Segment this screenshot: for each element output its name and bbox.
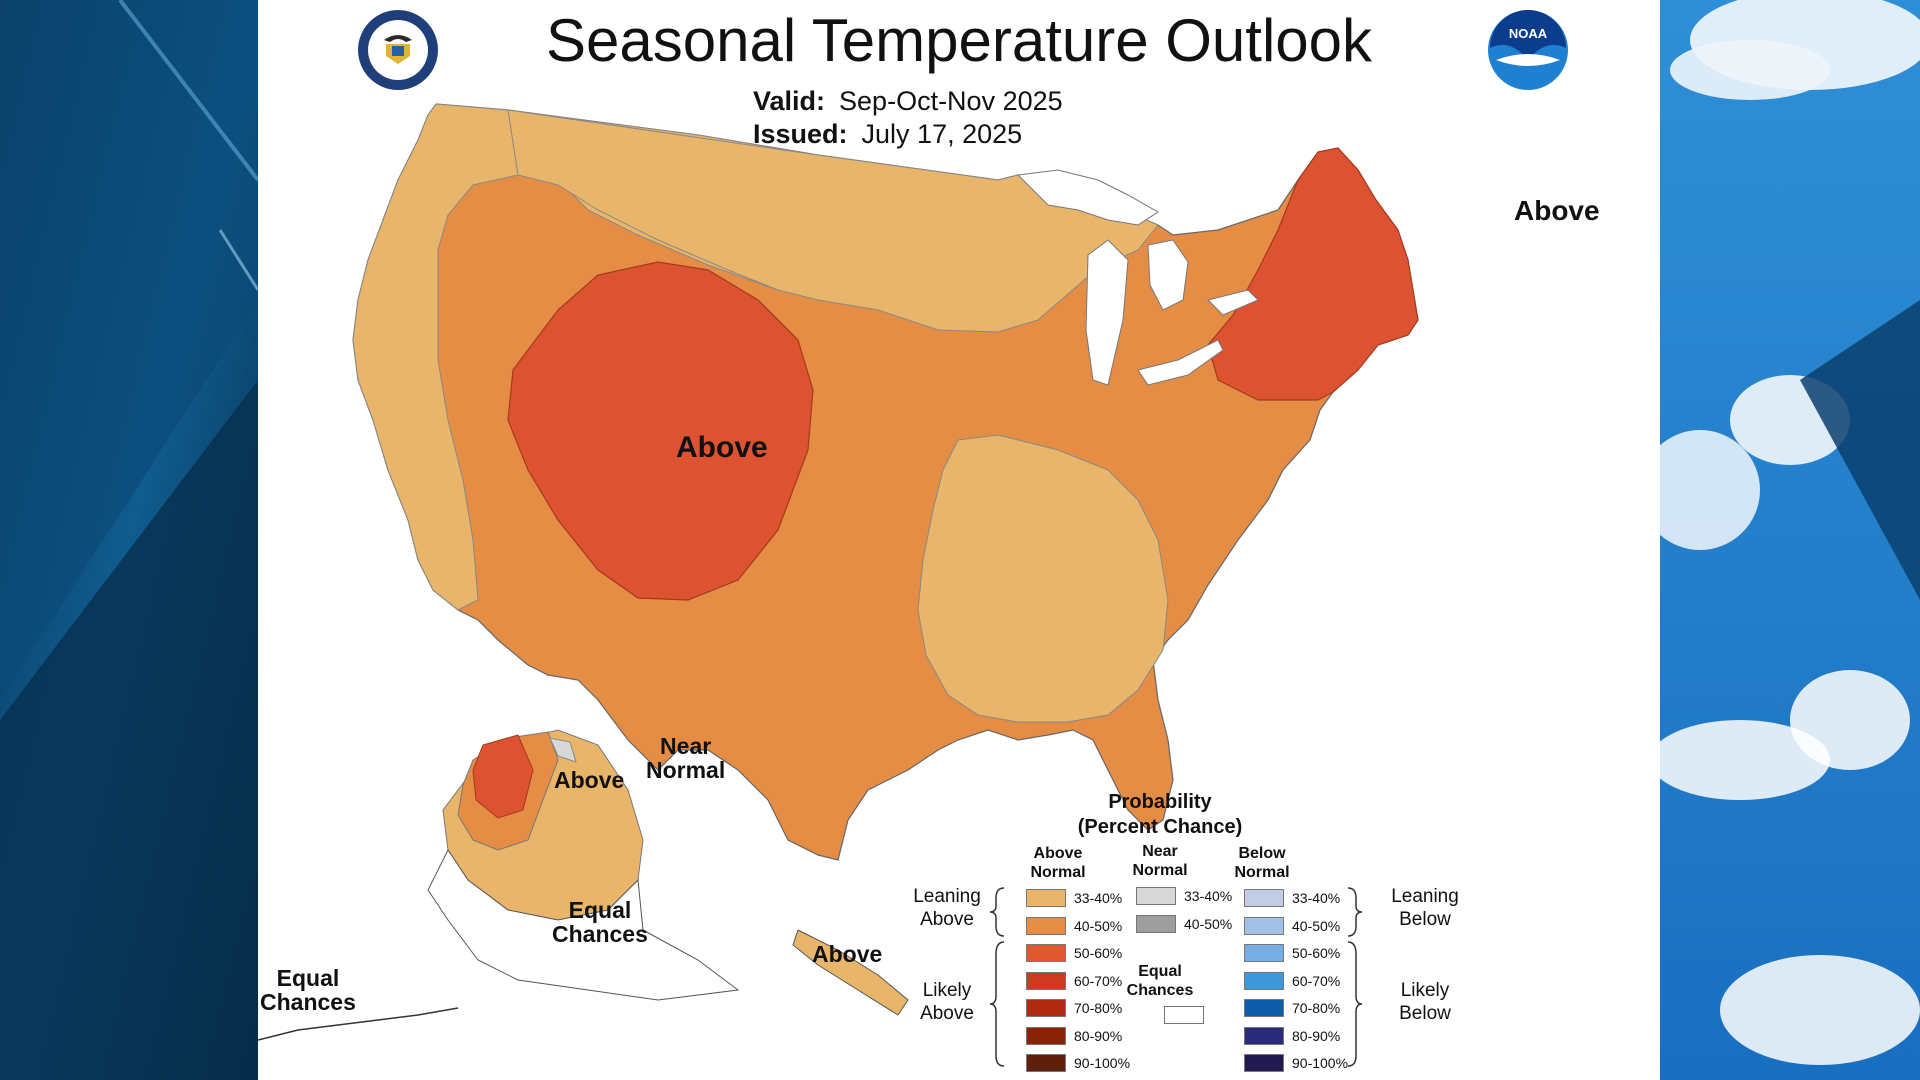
legend-above-swatch-1	[1026, 916, 1066, 935]
legend-braces	[989, 887, 1363, 1067]
great-lakes	[1016, 169, 1259, 386]
legend-leaning-below: Leaning Below	[1384, 886, 1466, 932]
legend-below-range-label-5: 80-90%	[1292, 1027, 1341, 1044]
legend-col-near-line2: Normal	[1132, 862, 1188, 880]
legend-near-swatch-0	[1136, 887, 1176, 905]
legend-col-near-line1: Near	[1142, 843, 1178, 860]
legend-below-swatch-2	[1244, 944, 1284, 962]
legend-below-swatch-5	[1244, 1026, 1284, 1045]
legend-equal-chances: Equal Chances	[1122, 962, 1198, 1000]
doc-seal-icon	[358, 10, 438, 90]
alaska-above-label: Above	[554, 767, 625, 793]
legend-likely-below: Likely Below	[1384, 980, 1466, 1026]
noaa-logo-icon: NOAA	[1488, 10, 1568, 90]
alaska-panhandle-above	[792, 929, 909, 1016]
legend-below-swatch-3	[1244, 971, 1284, 990]
legend-leaning-below-line2: Below	[1399, 908, 1451, 930]
legend-below-range-label-1: 40-50%	[1292, 917, 1341, 934]
panhandle-above-label: Above	[812, 941, 883, 967]
outlook-panel: Seasonal Temperature Outlook Valid: Sep-O…	[258, 0, 1660, 1080]
legend-below-range-label-0: 33-40%	[1292, 890, 1341, 906]
legend-near-swatch-1	[1136, 914, 1176, 933]
legend-leaning-above-line1: Leaning	[913, 886, 981, 907]
legend-col-below-line1: Below	[1238, 845, 1286, 862]
legend-above-swatch-5	[1026, 1026, 1066, 1045]
legend-above-swatch-2	[1026, 944, 1066, 962]
legend-col-near: Near Normal	[1122, 842, 1198, 880]
legend-title-line2: (Percent Chance)	[1077, 816, 1243, 838]
conus-northeast-above-label: Above	[1514, 195, 1600, 226]
left-background	[0, 0, 258, 1080]
page-title: Seasonal Temperature Outlook	[545, 7, 1373, 74]
legend-likely-below-line1: Likely	[1400, 980, 1450, 1001]
legend-below-range-label-4: 70-80%	[1292, 1000, 1341, 1016]
legend-col-above-line1: Above	[1033, 845, 1083, 862]
legend-leaning-below-line1: Leaning	[1391, 886, 1459, 907]
alaska-likely-above-50-60	[472, 734, 534, 819]
legend-above-range-label-1: 40-50%	[1074, 917, 1123, 934]
issued-line: Issued: July 17, 2025	[753, 119, 1022, 150]
valid-label: Valid:	[753, 86, 826, 116]
alaska-equal-line2: Chances	[552, 921, 648, 948]
legend-above-range-label-2: 50-60%	[1074, 945, 1123, 961]
legend-above-range-label-5: 80-90%	[1074, 1027, 1123, 1044]
legend-likely-above-line2: Above	[920, 1002, 974, 1024]
alaska-equal-chances	[427, 849, 740, 1001]
alaska-near-normal-label: Near Normal	[646, 734, 725, 782]
legend-col-above-line2: Normal	[1030, 864, 1086, 882]
left-background-graphic	[0, 0, 258, 1080]
legend-above-swatch-3	[1026, 971, 1066, 990]
legend-swatch-equal	[1164, 1006, 1204, 1024]
legend-title-line1: Probability	[1108, 791, 1212, 813]
alaska-near-normal	[549, 737, 577, 763]
right-background-graphic	[1660, 0, 1920, 1080]
noaa-logo-text: NOAA	[1509, 26, 1548, 41]
legend-above-swatch-6	[1026, 1054, 1066, 1072]
legend-likely-above-line1: Likely	[922, 980, 972, 1001]
alaska-near-normal-line2: Normal	[646, 757, 726, 784]
legend-above-range-label-0: 33-40%	[1074, 890, 1123, 906]
legend-likely-above: Likely Above	[906, 980, 988, 1026]
legend-leaning-above: Leaning Above	[906, 886, 988, 932]
legend-above-swatch-4	[1026, 999, 1066, 1017]
legend-col-below: Below Normal	[1224, 844, 1300, 882]
legend-above-range-label-6: 90-100%	[1074, 1055, 1131, 1071]
alaska-near-normal-line1: Near	[660, 733, 712, 759]
legend-below-swatch-0	[1244, 889, 1284, 907]
legend-equal-line2: Chances	[1126, 982, 1194, 1000]
legend-above-range-label-3: 60-70%	[1074, 972, 1123, 989]
legend-col-below-line2: Normal	[1234, 864, 1290, 882]
fourcorners-likely-above-50-60	[507, 261, 814, 601]
alaska-equal-chances-label: Equal Chances	[552, 898, 648, 946]
legend-below-swatch-4	[1244, 999, 1284, 1017]
northeast-likely-above-50-60	[1207, 147, 1419, 401]
issued-label: Issued:	[753, 119, 848, 149]
legend-above-range-label-4: 70-80%	[1074, 1000, 1123, 1016]
alaska-equal-line1: Equal	[568, 897, 632, 923]
legend-below-range-label-3: 60-70%	[1292, 972, 1341, 989]
conus-map	[258, 103, 1419, 1041]
legend-title: Probability (Percent Chance)	[1054, 790, 1266, 840]
right-background	[1660, 0, 1920, 1080]
legend-below-swatch-6	[1244, 1054, 1284, 1072]
aleutian-equal-chances-label: Equal Chances	[260, 966, 356, 1014]
legend-likely-below-line2: Below	[1399, 1002, 1451, 1024]
legend-leaning-above-line2: Above	[920, 908, 974, 930]
legend-above-swatch-0	[1026, 889, 1066, 907]
valid-value: Sep-Oct-Nov 2025	[839, 86, 1063, 116]
issued-value: July 17, 2025	[861, 119, 1023, 149]
conus-west-above-label: Above	[676, 431, 768, 464]
legend-equal-line1: Equal	[1138, 963, 1182, 980]
legend-below-range-label-2: 50-60%	[1292, 945, 1341, 961]
southeast-leaning-above-33-40	[917, 434, 1169, 723]
aleutian-equal-line2: Chances	[260, 989, 356, 1016]
legend-below-swatch-1	[1244, 916, 1284, 935]
legend-col-above: Above Normal	[1020, 844, 1096, 882]
legend-near-range-label-1: 40-50%	[1184, 915, 1233, 932]
aleutian-islands	[258, 1007, 459, 1041]
aleutian-equal-line1: Equal	[276, 965, 340, 991]
valid-line: Valid: Sep-Oct-Nov 2025	[753, 86, 1063, 117]
legend-near-range-label-0: 33-40%	[1184, 888, 1233, 904]
legend-below-range-label-6: 90-100%	[1292, 1055, 1349, 1071]
